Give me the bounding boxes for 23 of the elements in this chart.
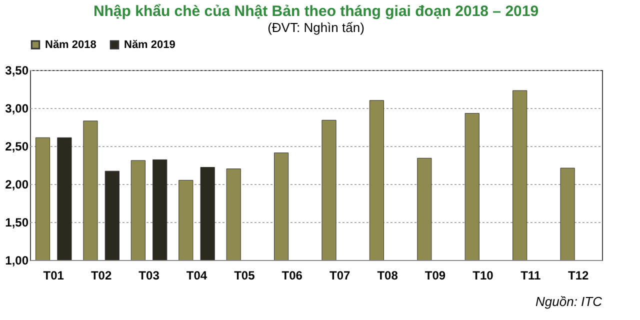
x-tick-label: T01 [43,268,64,282]
y-tick-label: 1,00 [5,254,29,268]
x-tick-label: T02 [90,268,112,282]
x-tick-label: T11 [520,268,542,282]
x-tick-label: T09 [424,268,446,282]
x-tick-label: T06 [282,268,303,282]
y-tick-label: 3,00 [5,102,29,116]
legend-label: Năm 2019 [124,38,176,51]
x-tick-label: T12 [568,268,590,282]
y-tick-label: 1,50 [5,216,29,230]
x-tick-label: T05 [234,268,256,282]
x-tick-label: T04 [186,268,208,282]
y-tick-label: 3,50 [5,64,29,78]
y-tick-label: 2,00 [5,178,29,192]
x-tick-label: T08 [377,268,398,282]
x-tick-label: T10 [472,268,494,282]
legend-label: Năm 2018 [45,38,96,51]
x-tick-label: T03 [138,268,160,282]
chart-title: Nhập khẩu chè của Nhật Bản theo tháng giai đoạn 2018 – 2019 [93,3,539,20]
chart-subtitle: (ĐVT: Nghìn tấn) [268,20,364,35]
x-tick-label: T07 [330,268,351,282]
text: Nguồn: ITC [536,294,603,309]
y-tick-label: 2,50 [5,140,29,154]
